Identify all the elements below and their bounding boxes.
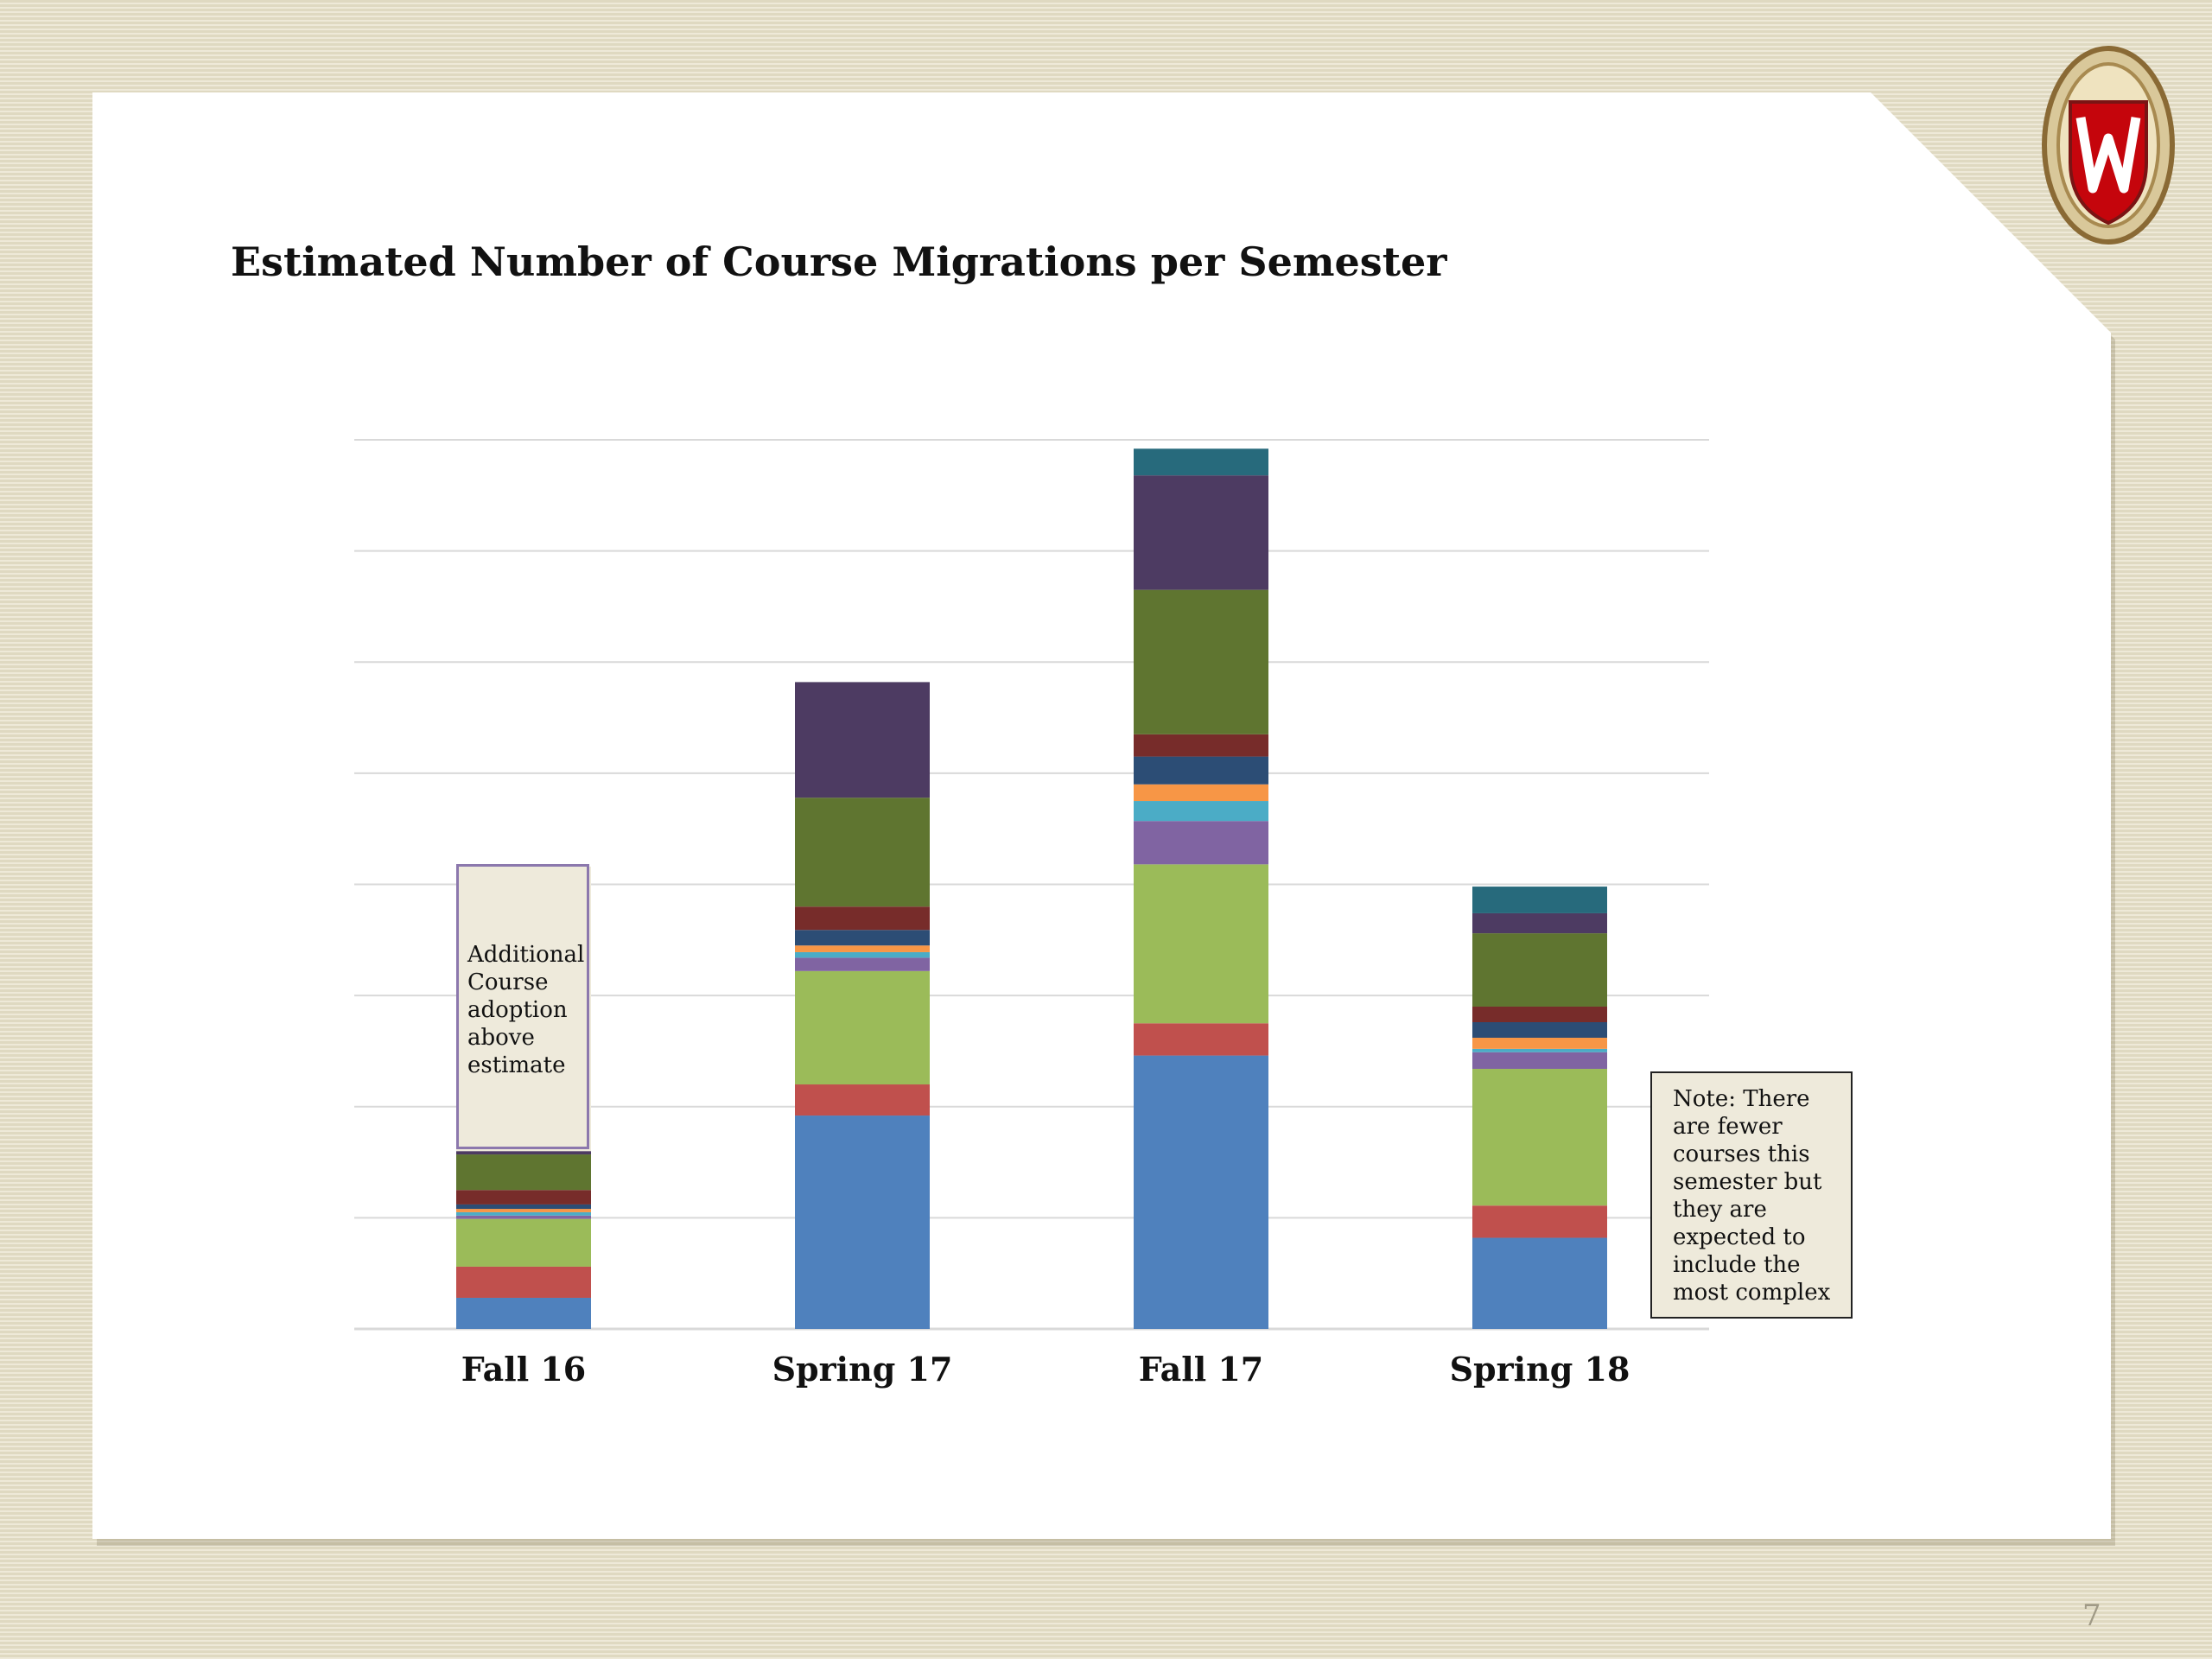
bar-segment (456, 1190, 591, 1205)
bar-segment (1134, 589, 1268, 734)
bar-segment (795, 682, 930, 798)
bar-segment (1472, 1038, 1607, 1049)
university-crest-logo (2042, 46, 2175, 245)
bar-segment (1134, 756, 1268, 785)
bar-segment (795, 930, 930, 946)
bar-segment (1472, 887, 1607, 913)
bar-segment (1472, 1205, 1607, 1238)
bar-segment (1134, 475, 1268, 590)
bar-segment (1472, 1006, 1607, 1022)
bar-segment (1134, 734, 1268, 757)
chart-title: Estimated Number of Course Migrations pe… (231, 238, 1447, 285)
callout-additional-adoption: Additional Course adoption above estimat… (456, 864, 589, 1149)
bar-segments (456, 448, 1607, 1329)
bar-segment (795, 970, 930, 1085)
bar-segment (795, 945, 930, 952)
bar-segment (1134, 821, 1268, 865)
bar-segment (1472, 1052, 1607, 1070)
bar-segment (1472, 1048, 1607, 1052)
bar-segment (1472, 933, 1607, 1007)
bar-segment (1134, 784, 1268, 802)
bar-segment (1134, 864, 1268, 1024)
bar-segment (456, 1218, 591, 1267)
bar-segment (456, 1211, 591, 1216)
bar-segment (456, 1154, 591, 1191)
bar-segment (456, 1297, 591, 1329)
page-number: 7 (2082, 1599, 2101, 1633)
bar-segment (795, 906, 930, 931)
bar-segment (1472, 1237, 1607, 1329)
bar-segment (1472, 1069, 1607, 1206)
category-label: Fall 16 (461, 1350, 587, 1389)
bar-segment (1134, 1055, 1268, 1329)
bar-segment (795, 1084, 930, 1116)
category-label: Fall 17 (1139, 1350, 1264, 1389)
category-label: Spring 17 (772, 1350, 953, 1389)
bar-segment (795, 1116, 930, 1329)
bar-segment (1134, 448, 1268, 476)
bar-segment (795, 951, 930, 958)
bar-segment (1472, 1021, 1607, 1039)
category-label: Spring 18 (1450, 1350, 1630, 1389)
bar-segment (456, 1204, 591, 1210)
bar-segment (1134, 1023, 1268, 1056)
bar-segment (456, 1151, 591, 1155)
bar-segment (456, 1266, 591, 1298)
bar-segment (1134, 801, 1268, 822)
bar-segment (795, 957, 930, 971)
bar-segment (456, 1209, 591, 1212)
bar-segment (795, 798, 930, 907)
bar-segment (456, 1215, 591, 1219)
callout-spring18-note: Note: There are fewer courses this semes… (1650, 1071, 1853, 1319)
bar-segment (1472, 912, 1607, 934)
category-labels: Fall 16 Spring 17 Fall 17 Spring 18 (461, 1350, 1630, 1389)
